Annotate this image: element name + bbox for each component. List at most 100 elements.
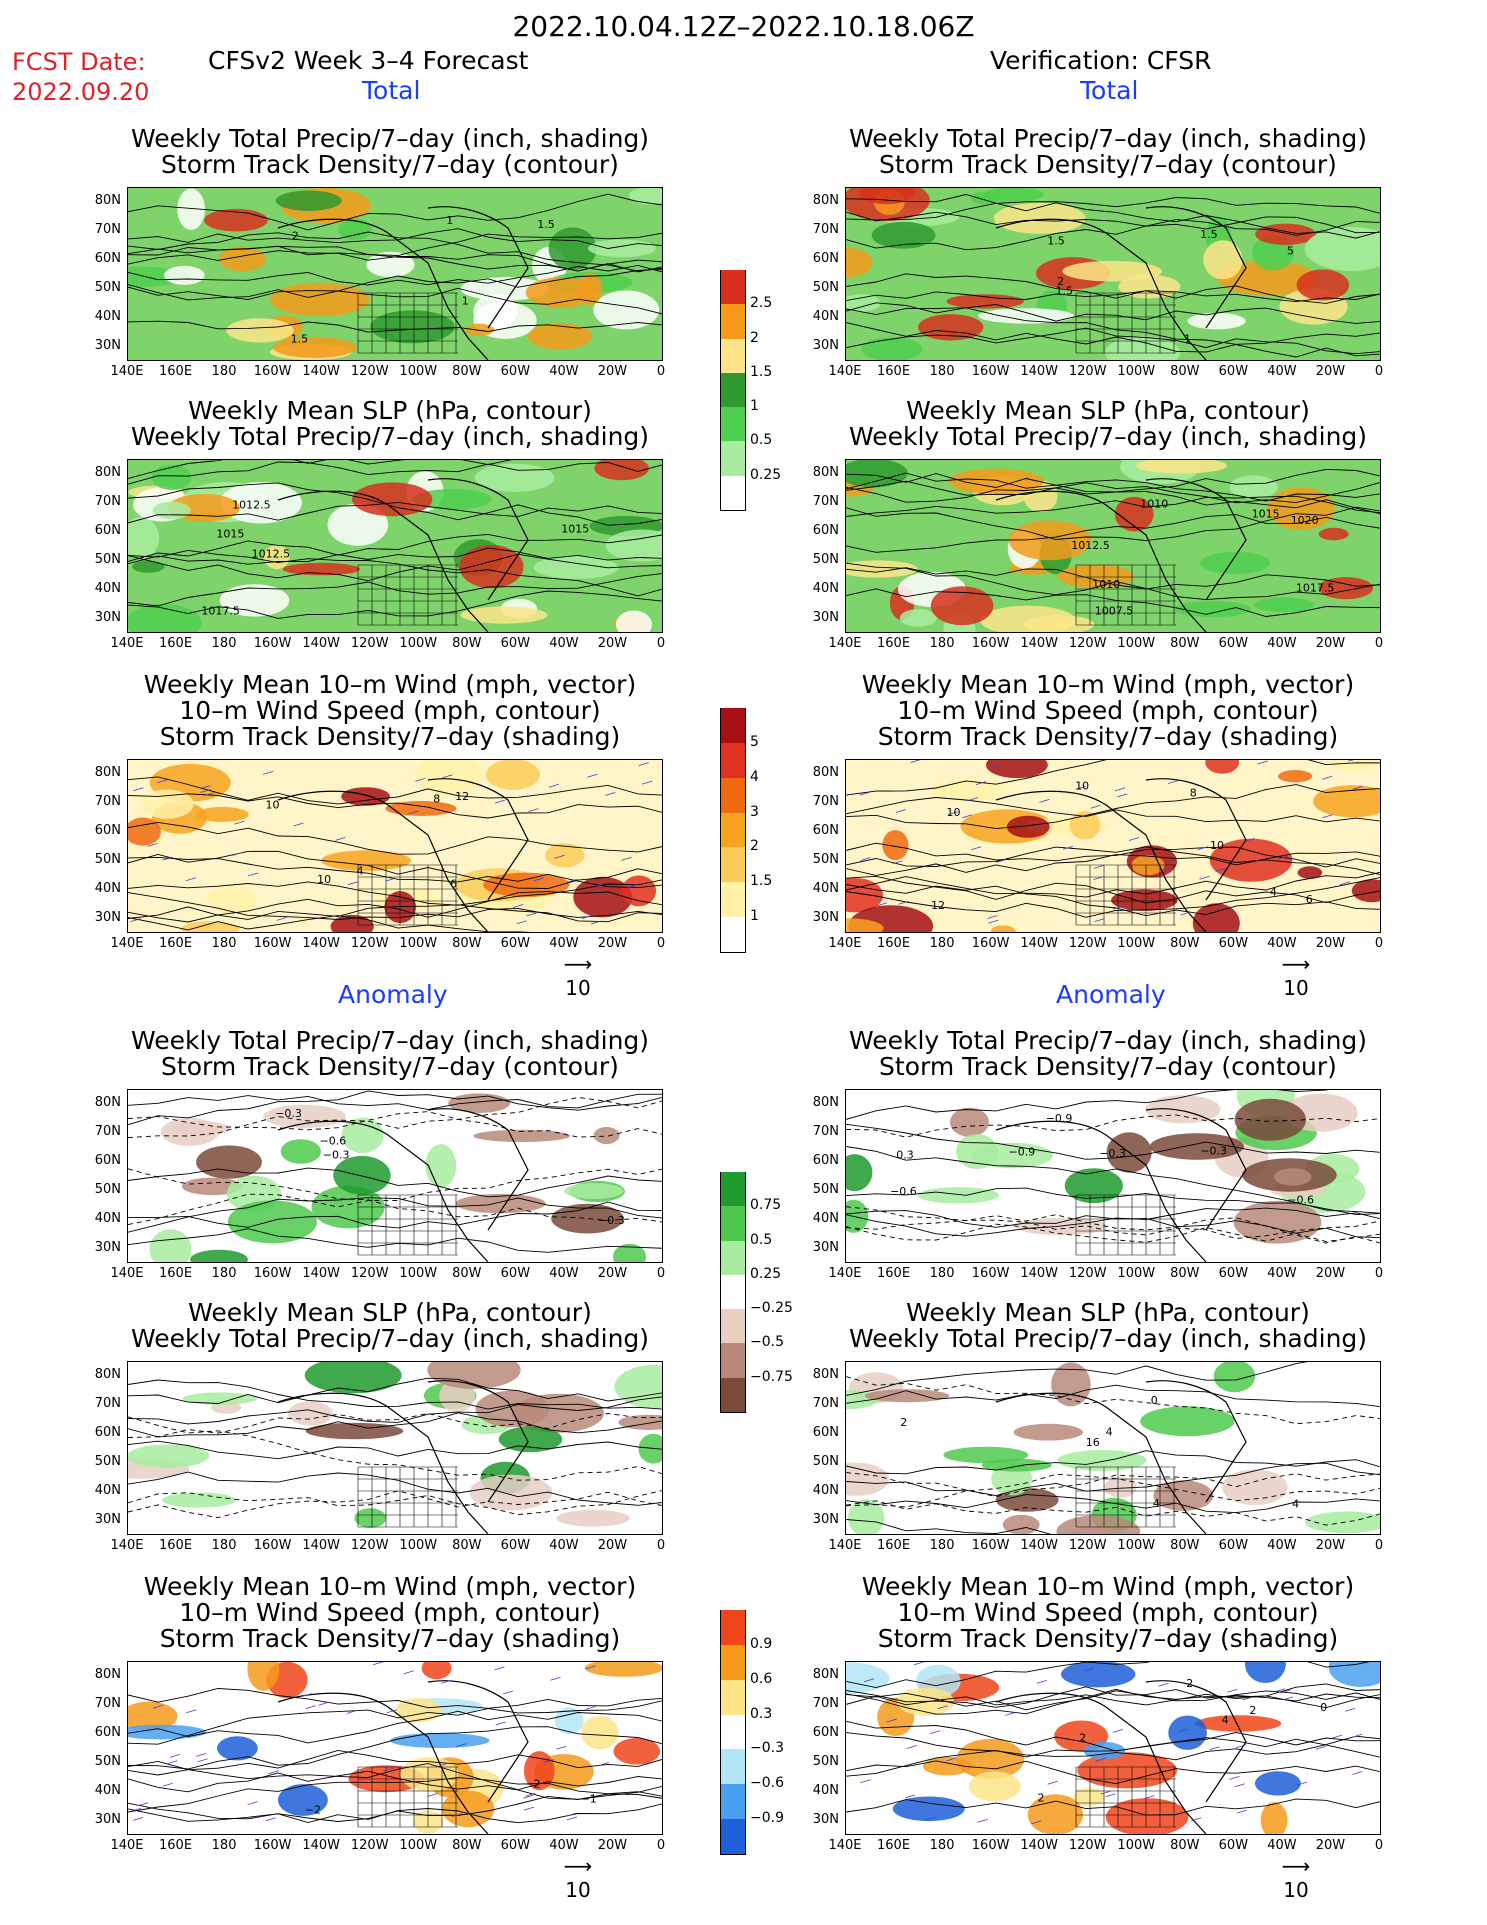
x-tick-label: 120W [1068,1538,1107,1553]
y-tick-label: 30N [94,1512,121,1527]
x-tick-label: 120W [350,1266,389,1281]
contour-label: −0.9 [1009,1145,1036,1158]
y-tick-label: 60N [812,1153,839,1168]
fc-anom-precip-title: Weekly Total Precip/7–day (inch, shading… [130,1026,650,1081]
x-tick-label: 180 [211,636,237,651]
x-tick-label: 100W [399,636,438,651]
y-tick-label: 40N [94,581,121,596]
x-tick-label: 160W [253,1838,292,1853]
arrow-right-icon: ⟶ [563,952,593,976]
contour-label: 4 [1222,1714,1229,1727]
x-tick-label: 0 [656,936,666,951]
x-tick-label: 80W [1170,364,1200,379]
x-tick-label: 140E [828,1266,862,1281]
contour-label: 12 [931,899,945,912]
contour-label: 1010 [1092,578,1120,591]
colorbar-segment [720,441,746,476]
y-tick-label: 30N [812,338,839,353]
y-tick-label: 50N [94,852,121,867]
contour-label: 8 [1190,786,1197,799]
contour-label: 2 [1249,1704,1256,1717]
y-tick-label: 40N [94,309,121,324]
y-tick-label: 40N [94,1211,121,1226]
x-tick-label: 20W [597,1266,628,1281]
x-tick-label: 140E [110,1538,144,1553]
x-tick-label: 40W [549,636,579,651]
contour-label: 0 [1320,1701,1327,1714]
x-tick-label: 80W [1170,1838,1200,1853]
x-tick-label: 120W [1068,1266,1107,1281]
vf-total-precip-title: Weekly Total Precip/7–day (inch, shading… [848,124,1368,179]
x-tick-label: 140W [302,364,340,379]
colorbar-label: 0.6 [750,1670,773,1687]
fc-anom-slp-map [127,1361,663,1535]
x-tick-label: 160W [971,936,1010,951]
x-tick-label: 140E [828,364,862,379]
x-tick-label: 180 [929,1838,955,1853]
y-tick-label: 40N [812,581,839,596]
x-tick-label: 160W [971,364,1010,379]
y-tick-label: 60N [812,523,839,538]
y-tick-label: 70N [94,794,121,809]
contour-label: 1.5 [1056,284,1074,297]
map-field: −0.6−0.3−0.3−0.3 [128,1090,662,1262]
x-tick-label: 160E [159,1266,193,1281]
contour-label: 1012.5 [232,499,271,512]
y-tick-label: 40N [812,1783,839,1798]
contour-label: 2 [292,229,299,242]
x-tick-label: 140E [110,636,144,651]
contour-label: −0.3 [323,1149,350,1162]
x-tick-label: 80W [1170,1266,1200,1281]
fc-total-precip-title: Weekly Total Precip/7–day (inch, shading… [130,124,650,179]
contour-label: 4 [357,864,364,877]
vf-anom-wind-title: Weekly Mean 10–m Wind (mph, vector) 10–m … [861,1572,1355,1653]
x-tick-label: 160W [253,936,292,951]
y-tick-label: 60N [94,1425,121,1440]
colorbar-segment [720,1610,746,1645]
y-tick-label: 80N [94,193,121,208]
verification-anomaly-label: Anomaly [1056,980,1166,1009]
colorbar-segment [720,1343,746,1378]
arrow-right-icon: ⟶ [563,1854,593,1878]
contour-label: 10 [947,806,961,819]
y-tick-label: 30N [812,1812,839,1827]
y-tick-label: 40N [812,1483,839,1498]
x-tick-label: 100W [399,1838,438,1853]
map-field: 1012.5 1017.5 1012.5 1015 1015 [128,460,662,632]
contour-label: 1.5 [1047,234,1065,247]
colorbar-segment [720,1784,746,1820]
colorbar-segment [720,1644,746,1680]
x-tick-label: 140W [1020,636,1058,651]
x-tick-label: 20W [597,936,628,951]
y-tick-label: 60N [94,523,121,538]
y-tick-label: 60N [812,1425,839,1440]
y-tick-label: 50N [812,852,839,867]
vector-key-vf-anom: ⟶ 10 [1266,1854,1326,1902]
x-tick-label: 140W [1020,364,1058,379]
y-tick-label: 80N [94,465,121,480]
x-tick-label: 180 [211,1266,237,1281]
contour-label: 0 [1151,1394,1158,1407]
x-tick-label: 80W [452,1538,482,1553]
x-tick-label: 160E [877,364,911,379]
y-tick-label: 50N [812,1754,839,1769]
map-field: −0.3 −0.9 −0.6 −0.3 −0.9 −0.6 0.3 [846,1090,1380,1262]
x-tick-label: 140W [302,936,340,951]
forecast-total-label: Total [362,76,421,105]
x-tick-label: 160W [253,364,292,379]
contour-label: 2 [1038,1791,1045,1804]
fc-anom-slp-title: Weekly Mean SLP (hPa, contour) Weekly Tot… [130,1298,650,1353]
x-tick-label: 160E [877,1266,911,1281]
contour-label: 8 [433,792,440,805]
x-tick-label: 100W [399,1266,438,1281]
x-tick-label: 180 [211,1538,237,1553]
contour-label: 6 [1306,893,1313,906]
contour-label: 1012.5 [252,547,291,560]
x-tick-label: 0 [1374,364,1384,379]
contour-label: 1010 [1140,497,1168,510]
x-tick-label: 160W [971,1266,1010,1281]
x-tick-label: 80W [452,936,482,951]
x-tick-label: 40W [1267,1838,1297,1853]
x-tick-label: 80W [1170,936,1200,951]
x-tick-label: 60W [500,1538,531,1553]
